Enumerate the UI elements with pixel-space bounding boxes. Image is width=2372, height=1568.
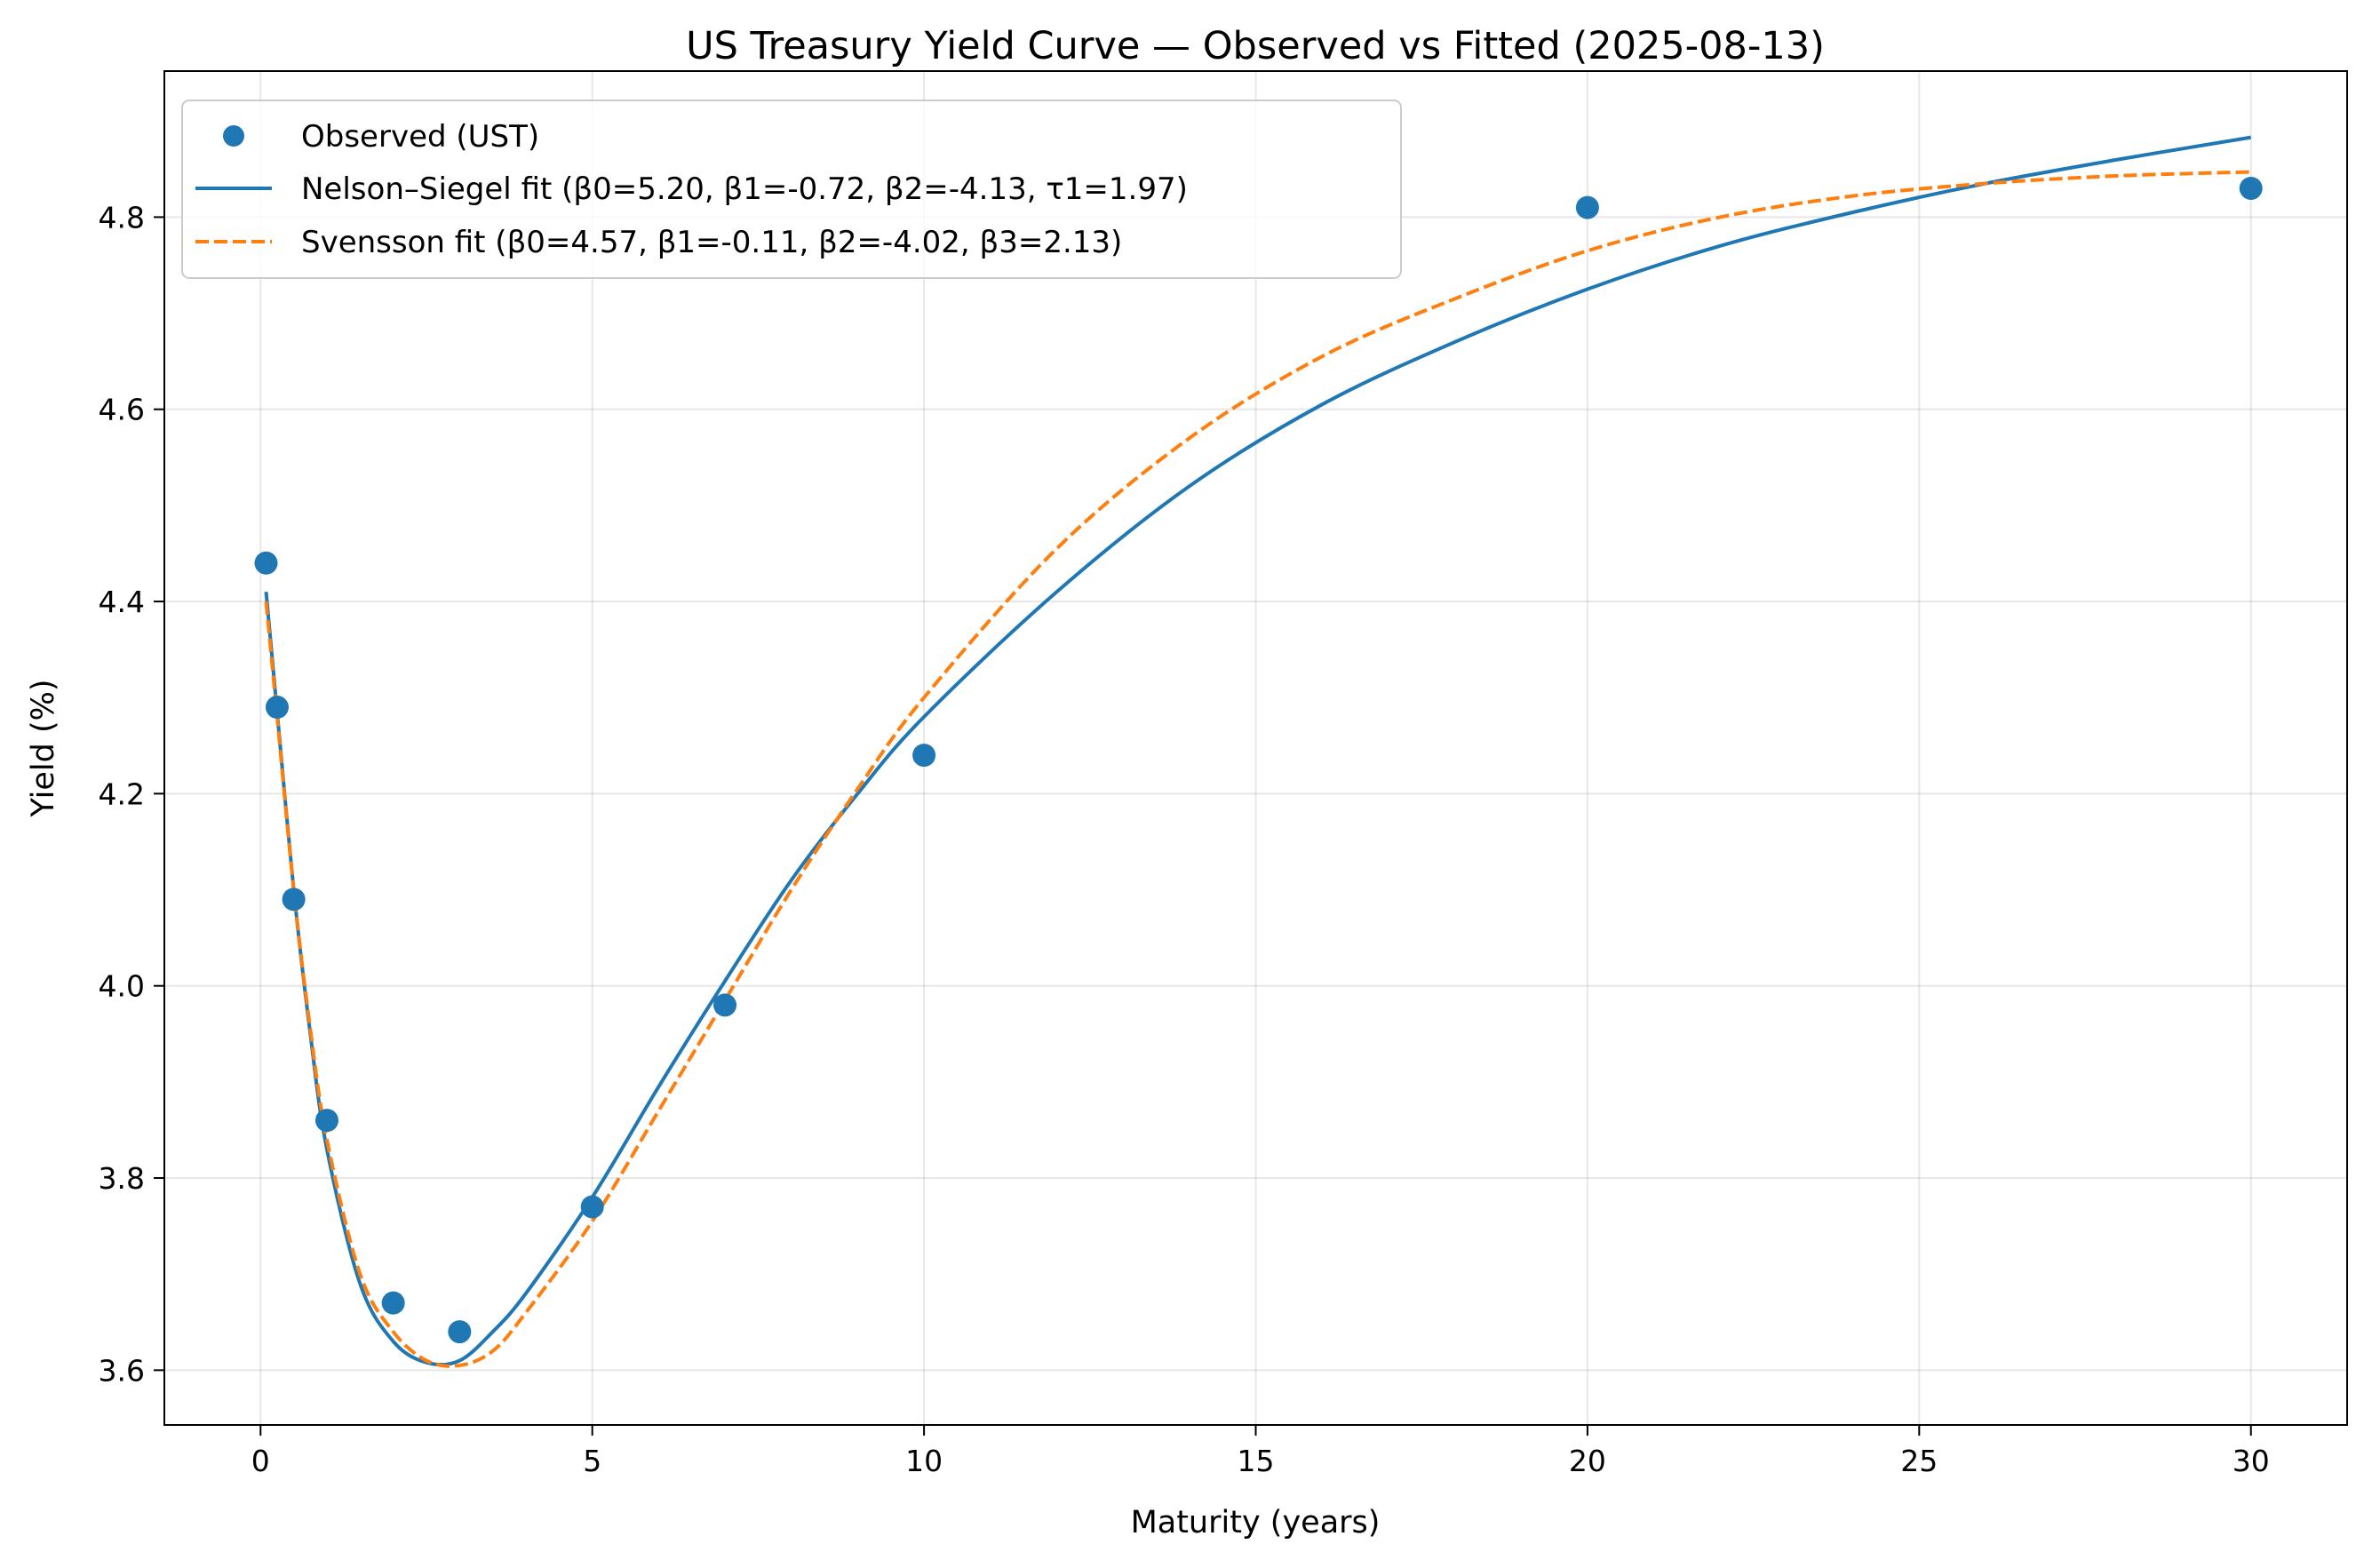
observed-point [381, 1291, 405, 1315]
y-tick-label: 4.8 [99, 200, 145, 235]
chart-title: US Treasury Yield Curve — Observed vs Fi… [686, 24, 1825, 68]
y-tick-label: 4.2 [99, 776, 145, 811]
observed-point [314, 1109, 338, 1133]
observed-point [580, 1195, 604, 1219]
series-line-svensson [264, 170, 2251, 1368]
observed-point [254, 551, 278, 575]
x-tick-label: 5 [583, 1444, 601, 1478]
legend-box [181, 99, 1402, 279]
observed-point [912, 744, 936, 768]
y-tick-label: 4.6 [99, 393, 145, 427]
x-tick-label: 15 [1238, 1444, 1275, 1478]
legend-marker-observed [223, 125, 244, 147]
y-tick-label: 3.6 [99, 1353, 145, 1388]
y-axis-label: Yield (%) [26, 679, 61, 817]
legend-label-nelson-siegel: Nelson–Siegel fit (β0=5.20, β1=-0.72, β2… [301, 171, 1188, 207]
y-tick-label: 3.8 [99, 1161, 145, 1196]
x-axis-ticks: 0 5 10 15 20 25 30 [251, 1425, 2270, 1478]
observed-point [282, 887, 306, 911]
observed-point [713, 993, 737, 1017]
x-tick-label: 10 [905, 1444, 943, 1478]
x-tick-label: 25 [1900, 1444, 1938, 1478]
legend: Observed (UST) Nelson–Siegel fit (β0=5.2… [181, 99, 1402, 279]
y-axis-ticks: 3.6 3.8 4.0 4.2 4.4 4.6 4.8 [99, 200, 164, 1388]
x-tick-label: 20 [1569, 1444, 1606, 1478]
observed-point [448, 1320, 472, 1344]
x-axis-label: Maturity (years) [1131, 1505, 1381, 1540]
series-lines [264, 135, 2252, 1368]
x-tick-label: 30 [2233, 1444, 2270, 1478]
legend-label-svensson: Svensson fit (β0=4.57, β1=-0.11, β2=-4.0… [301, 225, 1122, 260]
series-line-nelson-siegel [264, 135, 2252, 1367]
observed-point [265, 696, 289, 720]
series-points [254, 176, 2263, 1344]
y-tick-label: 4.4 [99, 585, 145, 619]
legend-label-observed: Observed (UST) [301, 119, 539, 155]
observed-point [1575, 195, 1599, 219]
x-tick-label: 0 [251, 1444, 270, 1478]
observed-point [2239, 176, 2263, 200]
y-tick-label: 4.0 [99, 969, 145, 1004]
